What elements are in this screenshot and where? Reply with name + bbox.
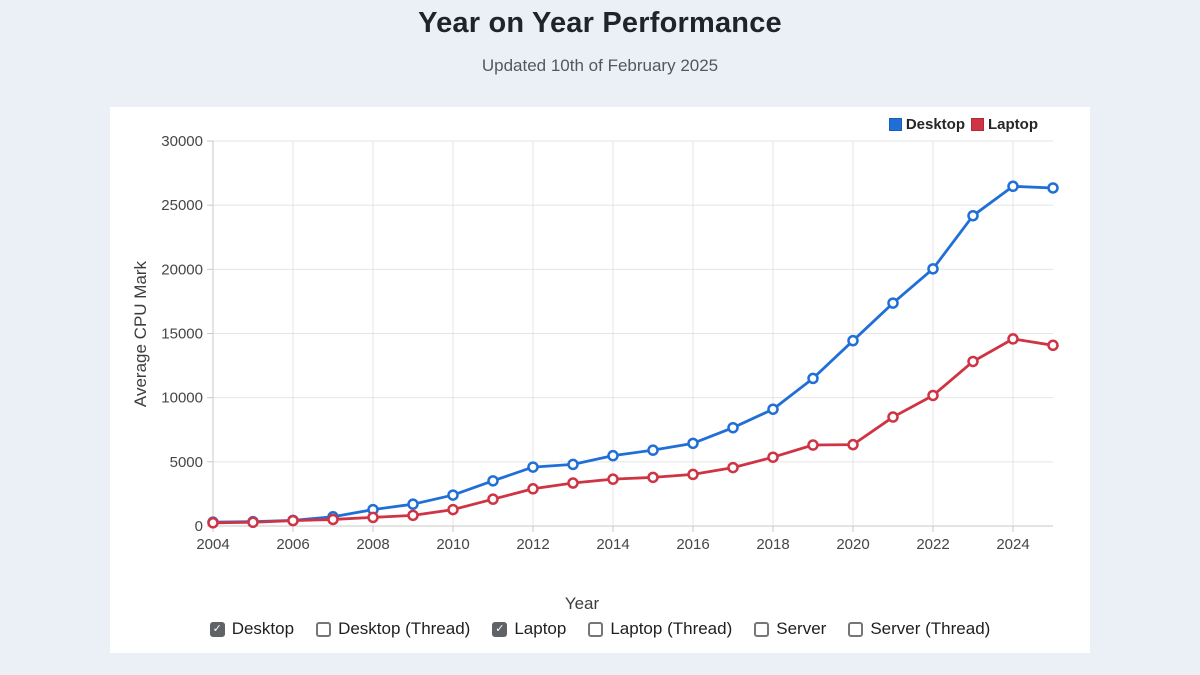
y-tick-label: 30000	[161, 133, 203, 150]
filter-label-desktop-thread: Desktop (Thread)	[338, 619, 471, 638]
filter-desktop-thread[interactable]: Desktop (Thread)	[316, 619, 470, 639]
data-point-laptop-2015[interactable]	[647, 471, 659, 484]
data-point-desktop-2022[interactable]	[927, 263, 939, 275]
checkbox-laptop-checked[interactable]: ✓	[492, 621, 508, 637]
page-subtitle: Updated 10th of February 2025	[481, 56, 719, 75]
y-tick-label: 10000	[161, 390, 203, 407]
data-point-desktop-2013[interactable]	[567, 458, 579, 471]
data-point-laptop-2013[interactable]	[567, 477, 579, 489]
data-point-laptop-2021[interactable]	[887, 411, 899, 423]
y-tick-label: 20000	[161, 261, 203, 278]
checkbox-server-thread-unchecked[interactable]	[848, 621, 864, 637]
data-point-laptop-2019[interactable]	[807, 439, 819, 451]
checkbox-laptop-thread-unchecked[interactable]	[588, 621, 604, 637]
data-point-desktop-2011[interactable]	[487, 475, 499, 487]
y-tick-label: 25000	[161, 197, 203, 214]
x-tick-label: 2012	[516, 536, 549, 553]
data-point-laptop-2006[interactable]	[287, 514, 299, 527]
filter-label-server-thread: Server (Thread)	[870, 619, 991, 638]
x-tick-label: 2008	[356, 536, 389, 553]
y-axis-title: Average CPU Mark	[131, 260, 150, 408]
series-filter-row: ✓ Desktop Desktop (Thread) ✓ Laptop Laptop (T…	[110, 619, 1090, 639]
data-point-laptop-2004[interactable]	[207, 517, 219, 529]
page-header: Year on Year Performance Updated 10th of…	[0, 0, 1200, 76]
x-tick-label: 2006	[276, 536, 309, 553]
x-tick-label: 2022	[916, 536, 949, 553]
data-point-desktop-2010[interactable]	[447, 489, 459, 501]
legend-label-laptop: Laptop	[988, 116, 1038, 133]
x-axis-title: Year	[564, 594, 600, 613]
filter-server[interactable]: Server	[754, 619, 826, 639]
legend-label-desktop: Desktop	[905, 116, 965, 133]
filter-server-thread[interactable]: Server (Thread)	[848, 619, 990, 639]
y-tick-label: 5000	[170, 454, 203, 471]
chart-legend: Desktop Laptop	[888, 116, 1038, 133]
data-point-desktop-2019[interactable]	[807, 372, 819, 385]
data-point-desktop-2025[interactable]	[1047, 182, 1059, 194]
data-point-laptop-2009[interactable]	[407, 509, 419, 522]
chart-panel: 0 5000 10000 15000 20000 25000 30000 2004 2006 20…	[110, 107, 1090, 653]
data-point-laptop-2022[interactable]	[927, 389, 939, 402]
data-point-laptop-2005[interactable]	[247, 516, 259, 529]
filter-desktop[interactable]: ✓ Desktop	[209, 619, 295, 639]
desktop-line	[212, 184, 1054, 524]
data-point-laptop-2020[interactable]	[847, 438, 859, 451]
page-title: Year on Year Performance	[418, 7, 782, 39]
y-tick-label: 0	[195, 518, 203, 535]
x-tick-label: 2024	[996, 536, 1029, 553]
x-tick-label: 2004	[196, 536, 229, 553]
chart-canvas[interactable]: 0 5000 10000 15000 20000 25000 30000 2004 2006 20…	[110, 107, 1090, 653]
data-point-laptop-2025[interactable]	[1047, 339, 1059, 352]
filter-label-laptop-thread: Laptop (Thread)	[610, 619, 733, 638]
x-tick-label: 2016	[676, 536, 709, 553]
checkbox-desktop-checked[interactable]: ✓	[209, 621, 225, 637]
filter-label-server: Server	[776, 619, 827, 638]
data-point-laptop-2024[interactable]	[1007, 333, 1019, 345]
data-point-desktop-2020[interactable]	[847, 334, 859, 347]
data-point-laptop-2008[interactable]	[367, 511, 379, 524]
legend-item-laptop[interactable]: Laptop	[971, 116, 1038, 133]
data-point-desktop-2023[interactable]	[967, 209, 979, 222]
data-point-desktop-2021[interactable]	[887, 297, 899, 309]
data-point-desktop-2018[interactable]	[767, 403, 779, 415]
data-point-desktop-2014[interactable]	[607, 449, 619, 462]
data-point-laptop-2018[interactable]	[767, 451, 779, 463]
data-point-desktop-2009[interactable]	[407, 498, 419, 510]
data-point-laptop-2014[interactable]	[607, 473, 619, 485]
x-tick-label: 2018	[756, 536, 789, 553]
data-point-desktop-2024[interactable]	[1007, 180, 1019, 193]
y-tick-label: 15000	[161, 326, 203, 343]
data-point-desktop-2016[interactable]	[687, 437, 699, 450]
legend-swatch-laptop	[971, 118, 984, 131]
data-point-desktop-2015[interactable]	[647, 444, 659, 456]
data-point-laptop-2010[interactable]	[447, 503, 459, 516]
checkbox-server-unchecked[interactable]	[754, 621, 770, 637]
checkbox-desktop-thread-unchecked[interactable]	[316, 621, 332, 637]
data-point-desktop-2012[interactable]	[527, 461, 539, 473]
x-tick-label: 2014	[596, 536, 629, 553]
filter-laptop-thread[interactable]: Laptop (Thread)	[588, 619, 732, 639]
data-point-laptop-2012[interactable]	[527, 483, 539, 495]
data-point-laptop-2011[interactable]	[487, 493, 499, 505]
legend-swatch-desktop	[888, 118, 902, 131]
data-point-laptop-2017[interactable]	[727, 461, 739, 474]
x-tick-label: 2010	[436, 536, 469, 553]
data-point-laptop-2016[interactable]	[687, 468, 699, 481]
filter-label-laptop: Laptop	[514, 619, 567, 638]
legend-item-desktop[interactable]: Desktop	[888, 116, 965, 133]
data-point-laptop-2007[interactable]	[327, 513, 339, 526]
x-tick-label: 2020	[836, 536, 869, 553]
laptop-line	[212, 337, 1054, 525]
data-point-laptop-2023[interactable]	[967, 355, 979, 368]
filter-label-desktop: Desktop	[231, 619, 295, 638]
data-point-desktop-2017[interactable]	[727, 421, 739, 434]
filter-laptop[interactable]: ✓ Laptop	[492, 619, 566, 639]
